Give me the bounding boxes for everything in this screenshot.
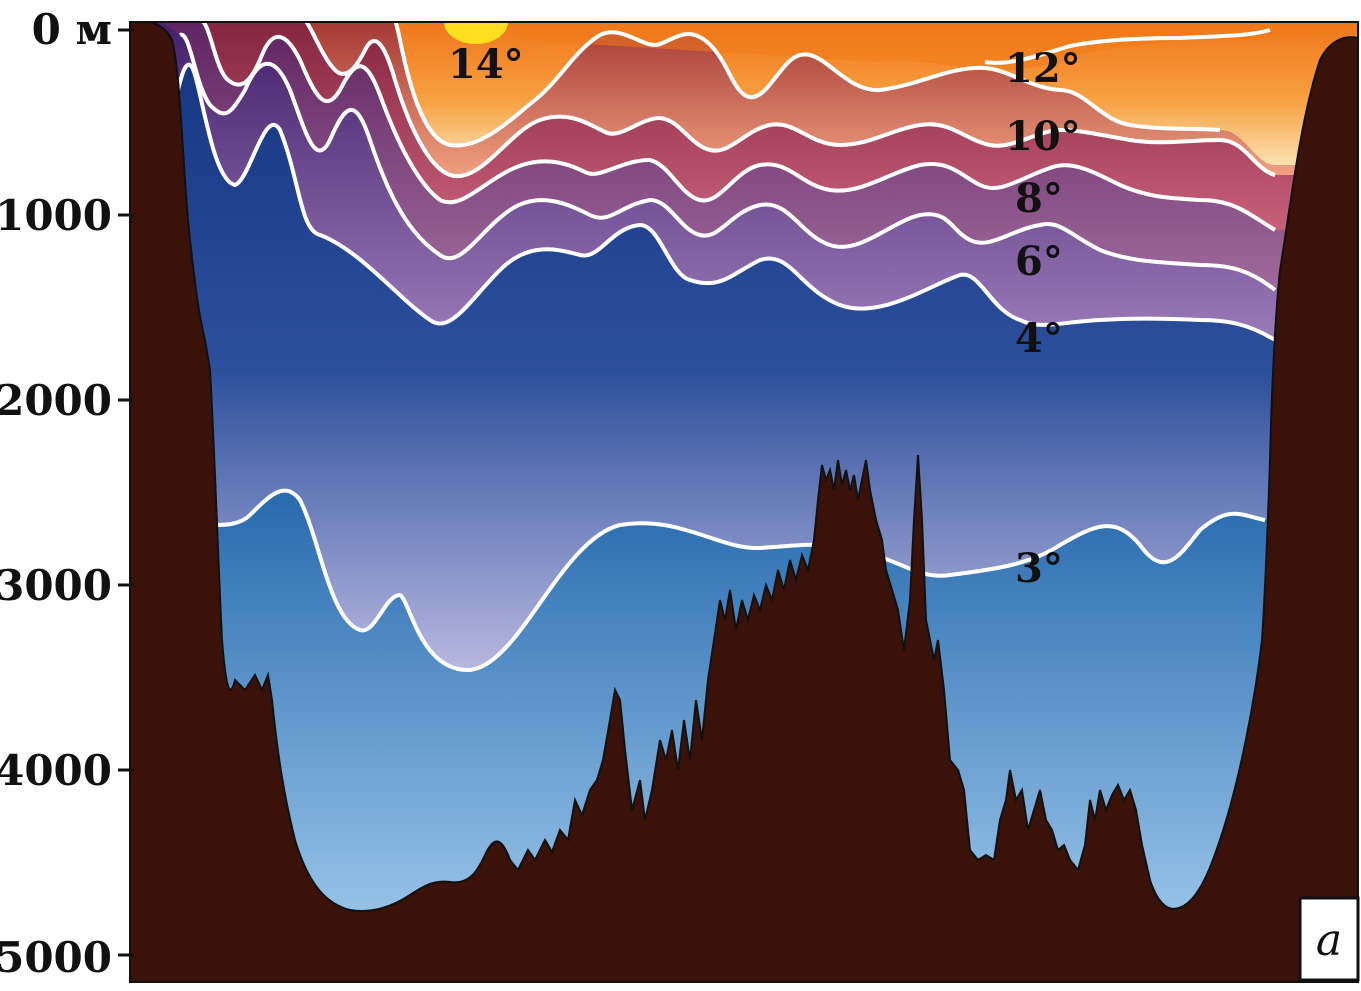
isotherm-8-line bbox=[199, 22, 1277, 232]
water-upper-warm bbox=[520, 22, 1358, 71]
isotherm-6-line bbox=[179, 32, 1277, 292]
isotherm-3-line bbox=[214, 488, 1266, 673]
depth-tick-label: 0 м bbox=[32, 5, 112, 54]
isotherm-4-line bbox=[163, 63, 1277, 342]
depth-tick-label: 4000 bbox=[0, 746, 112, 795]
isotherm-label-3: 3° bbox=[1015, 545, 1063, 592]
isotherm-label-12: 12° bbox=[1005, 45, 1081, 92]
panel-label: a bbox=[1316, 915, 1342, 966]
depth-axis-labels: 0 м 1000 2000 3000 4000 5000 bbox=[0, 5, 112, 982]
isotherm-labels: 14° 12° 10° 8° 6° 4° 3° bbox=[448, 41, 1081, 592]
isotherm-label-6: 6° bbox=[1015, 238, 1063, 285]
isotherm-12-upper-line bbox=[984, 28, 1271, 65]
panel-label-box: a bbox=[1298, 896, 1360, 982]
depth-tick-label: 1000 bbox=[0, 191, 112, 240]
isotherm-label-4: 4° bbox=[1015, 315, 1063, 362]
depth-axis bbox=[118, 28, 134, 957]
seabed bbox=[130, 22, 1358, 982]
isotherm-label-8: 8° bbox=[1015, 175, 1063, 222]
depth-tick-label: 2000 bbox=[0, 376, 112, 425]
warm-core-14-deg bbox=[444, 22, 508, 44]
plot-frame bbox=[129, 21, 1359, 983]
isotherm-label-10: 10° bbox=[1005, 113, 1081, 160]
water-12-to-14-deg bbox=[395, 22, 1358, 165]
water-column bbox=[130, 22, 1358, 982]
depth-tick-label: 5000 bbox=[0, 933, 112, 982]
depth-tick-label: 3000 bbox=[0, 561, 112, 610]
isotherm-12-line bbox=[393, 22, 1221, 148]
isotherm-label-14: 14° bbox=[448, 41, 524, 88]
isotherm-10-line bbox=[304, 22, 1276, 179]
